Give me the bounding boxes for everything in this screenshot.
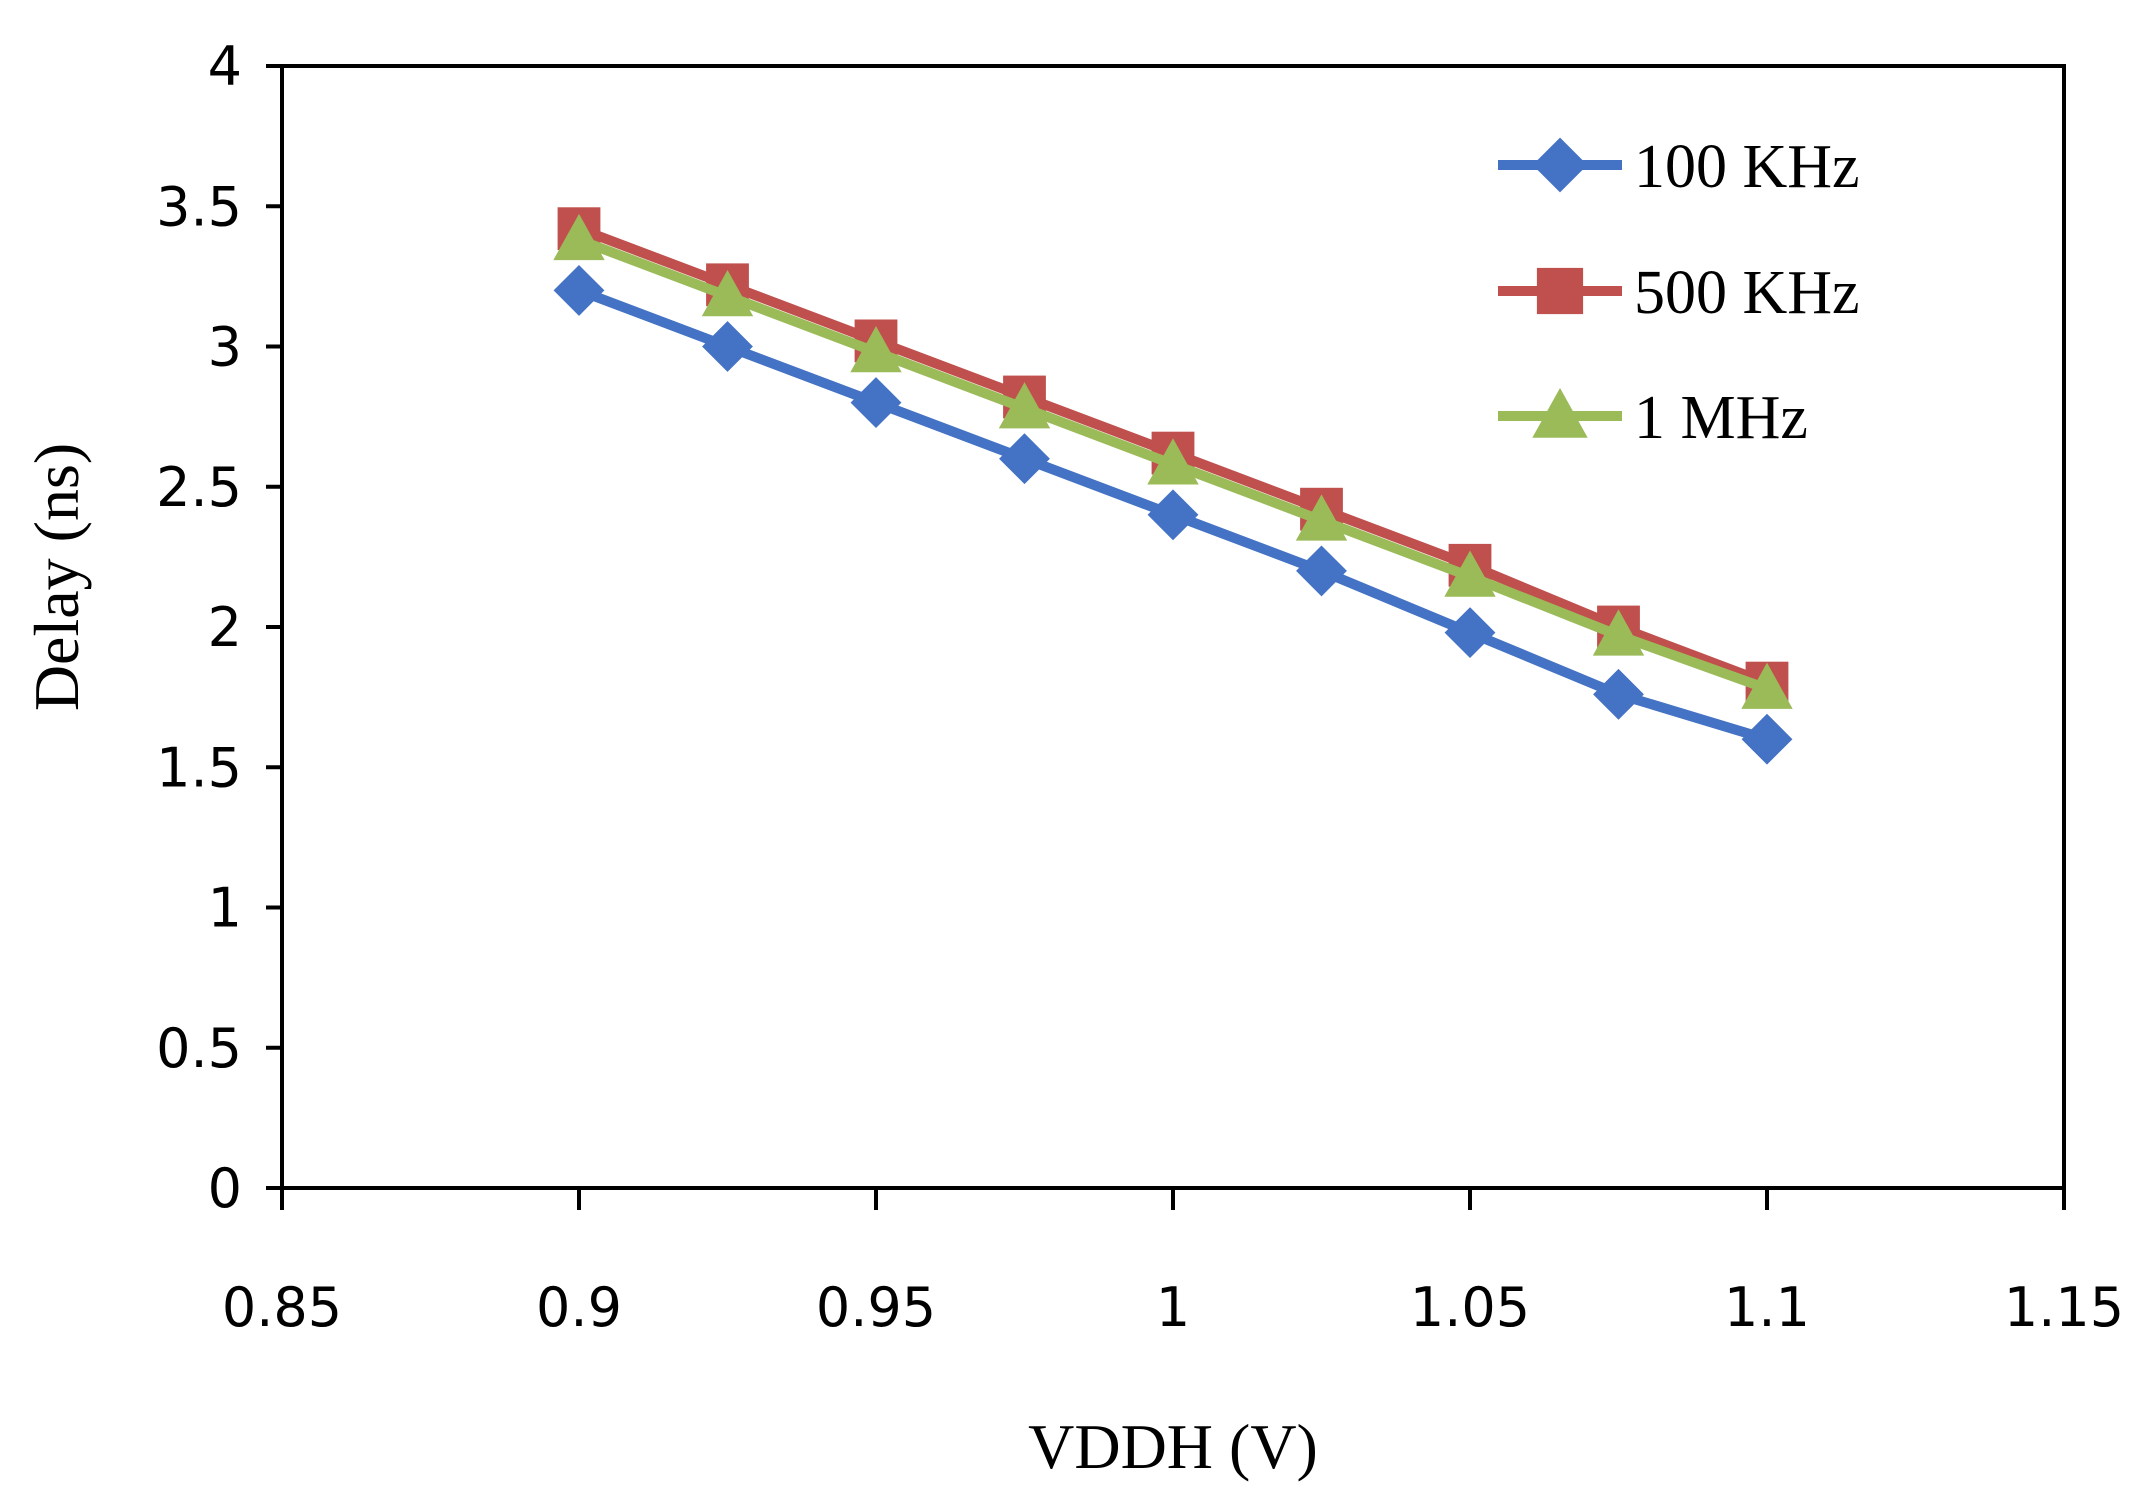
data-point: [1444, 607, 1496, 659]
x-tick-label: 1.05: [1410, 1276, 1530, 1339]
plot-area-border: [280, 64, 2066, 1190]
data-point: [1147, 489, 1199, 541]
data-point: [1592, 609, 1645, 656]
legend-marker: [1536, 267, 1584, 315]
x-tick-label: 0.9: [536, 1276, 622, 1339]
legend-label: 1 MHz: [1634, 384, 1808, 452]
data-point: [1295, 494, 1348, 541]
x-axis-title: VDDH (V): [1028, 1411, 1318, 1482]
legend-entry: 500 KHz: [1498, 259, 1860, 327]
x-tick-label: 0.85: [222, 1276, 342, 1339]
series-100-khz: [553, 264, 1793, 765]
data-point: [1741, 662, 1793, 709]
data-point: [1741, 713, 1793, 765]
y-tick-label: 2.5: [156, 456, 242, 519]
series-group: [553, 207, 1793, 765]
data-point: [553, 213, 605, 261]
data-point: [1593, 668, 1644, 720]
x-tick-label: 1.1: [1724, 1276, 1810, 1339]
y-tick-label: 1: [208, 877, 242, 940]
legend-entry: 100 KHz: [1498, 133, 1860, 201]
data-point: [702, 321, 753, 372]
legend-label: 500 KHz: [1634, 259, 1860, 327]
data-point: [553, 264, 605, 316]
legend-entry: 1 MHz: [1498, 384, 1808, 452]
y-tick-label: 3.5: [156, 175, 242, 238]
data-point: [701, 269, 754, 317]
axes: 0 0.5 1 1.5 2 2.5 3 3.5 4 0.85 0.9 0.95 1 1.05 1.1 1.15: [156, 35, 2124, 1339]
data-point: [1444, 550, 1496, 597]
y-axis-title: Delay (ns): [21, 443, 92, 711]
data-point: [1147, 438, 1199, 485]
y-tick-label: 3: [208, 316, 242, 379]
data-point: [999, 433, 1050, 485]
data-point: [1296, 545, 1347, 597]
legend-marker: [1532, 137, 1588, 193]
x-tick-label: 1.15: [2004, 1276, 2124, 1339]
data-point: [850, 377, 902, 429]
legend: 100 KHz 500 KHz 1 MHz: [1498, 133, 1860, 452]
x-tick-label: 1: [1156, 1276, 1190, 1339]
legend-marker: [1532, 387, 1588, 438]
series-1-mhz: [553, 213, 1793, 709]
y-tick-label: 1.5: [156, 736, 242, 799]
y-tick-label: 2: [208, 596, 242, 659]
data-point: [850, 326, 902, 373]
y-tick-label: 0.5: [156, 1017, 242, 1080]
x-tick-label: 0.95: [816, 1276, 936, 1339]
y-tick-label: 4: [208, 35, 242, 98]
legend-label: 100 KHz: [1634, 133, 1860, 201]
data-point: [998, 382, 1051, 429]
y-tick-label: 0: [208, 1157, 242, 1220]
